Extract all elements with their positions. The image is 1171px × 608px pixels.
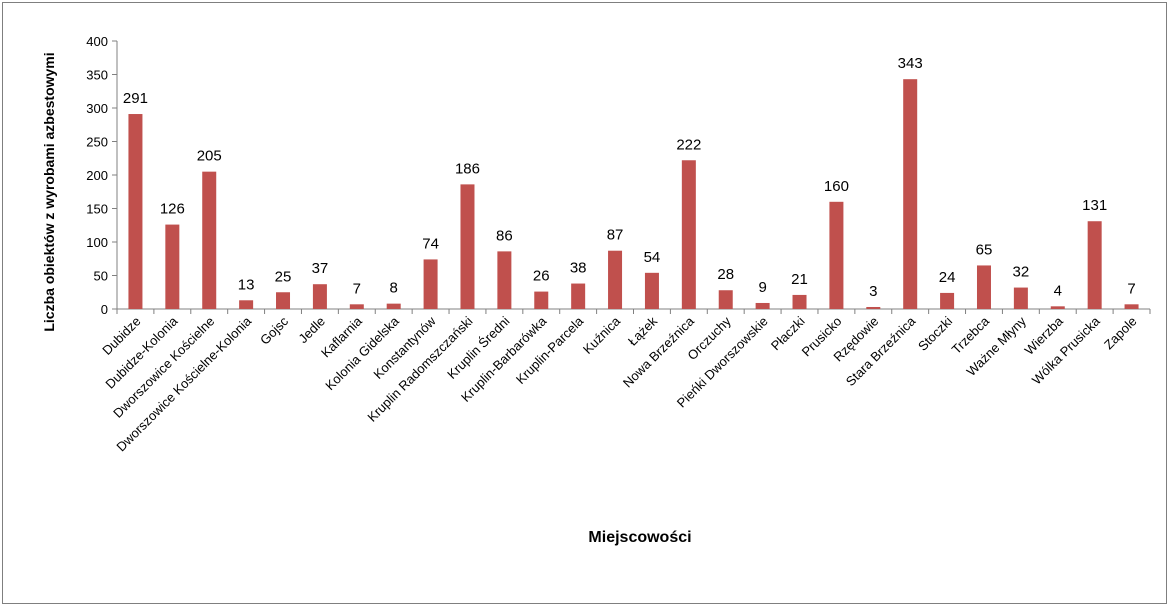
x-tick-label: Łążek xyxy=(625,313,660,348)
bars xyxy=(128,79,1139,309)
y-tick-label: 300 xyxy=(86,101,108,116)
data-label: 205 xyxy=(197,148,222,165)
data-label: 3 xyxy=(869,283,877,300)
data-label: 8 xyxy=(390,280,398,297)
bar xyxy=(571,283,586,309)
bar xyxy=(829,201,844,309)
bar xyxy=(755,302,770,309)
data-label: 54 xyxy=(644,249,661,266)
x-tick-label: Jedle xyxy=(295,314,328,347)
bar xyxy=(165,224,180,309)
bar xyxy=(312,284,327,309)
bar xyxy=(903,79,918,309)
data-label: 32 xyxy=(1013,264,1030,281)
y-tick-label: 0 xyxy=(101,302,108,317)
bar xyxy=(386,303,401,309)
x-tick-label: Kruplin-Parcela xyxy=(513,313,587,387)
data-label: 160 xyxy=(824,178,849,195)
y-tick-label: 350 xyxy=(86,68,108,83)
data-label: 9 xyxy=(758,279,766,296)
data-label: 28 xyxy=(717,266,734,283)
bar xyxy=(644,272,659,309)
data-label: 21 xyxy=(791,271,808,288)
bar xyxy=(1087,221,1102,309)
bar xyxy=(718,290,733,309)
x-tick-label: Dworszowice Kościelne-Kolonia xyxy=(113,313,254,454)
bar xyxy=(792,294,807,309)
data-label: 25 xyxy=(275,268,292,285)
y-tick-label: 50 xyxy=(94,269,108,284)
bar xyxy=(276,292,291,309)
bar xyxy=(976,265,991,309)
data-label: 222 xyxy=(676,136,701,153)
data-label: 87 xyxy=(607,227,624,244)
bar xyxy=(608,250,623,309)
data-label: 343 xyxy=(898,55,923,72)
data-label: 186 xyxy=(455,160,480,177)
y-tick-label: 150 xyxy=(86,202,108,217)
y-axis-title: Liczba obiektów z wyrobami azbestowymi xyxy=(41,52,57,331)
bar xyxy=(497,251,512,309)
bar xyxy=(239,300,254,309)
bar xyxy=(460,184,475,309)
x-tick-label: Wólka Prusicka xyxy=(1029,313,1103,387)
data-label: 131 xyxy=(1082,197,1107,214)
data-label: 38 xyxy=(570,260,587,277)
bar xyxy=(423,259,438,309)
data-label: 26 xyxy=(533,268,550,285)
data-label: 7 xyxy=(353,280,361,297)
bar xyxy=(940,292,955,309)
data-label: 74 xyxy=(422,235,439,252)
x-tick-label: Gojsc xyxy=(257,313,291,347)
bar xyxy=(128,114,143,309)
y-tick-label: 400 xyxy=(86,34,108,49)
data-label: 7 xyxy=(1127,280,1135,297)
x-axis-title: Miejscowości xyxy=(588,529,691,546)
data-label: 126 xyxy=(160,201,185,218)
bar xyxy=(1124,304,1139,309)
data-label: 4 xyxy=(1054,282,1062,299)
data-label: 291 xyxy=(123,90,148,107)
bar xyxy=(1050,306,1065,309)
bar xyxy=(1013,287,1028,309)
data-label: 65 xyxy=(976,241,993,258)
x-tick-label: Zapole xyxy=(1101,314,1140,353)
y-tick-label: 250 xyxy=(86,135,108,150)
bar xyxy=(681,160,696,309)
bar xyxy=(202,171,217,309)
x-tick-label: Kuźnica xyxy=(580,313,624,357)
data-label: 86 xyxy=(496,227,513,244)
data-label: 37 xyxy=(312,260,329,277)
y-tick-label: 100 xyxy=(86,235,108,250)
y-tick-label: 200 xyxy=(86,168,108,183)
bar xyxy=(349,304,364,309)
data-label: 13 xyxy=(238,276,255,293)
bar xyxy=(534,291,549,309)
bar xyxy=(866,306,881,309)
data-label: 24 xyxy=(939,269,956,286)
